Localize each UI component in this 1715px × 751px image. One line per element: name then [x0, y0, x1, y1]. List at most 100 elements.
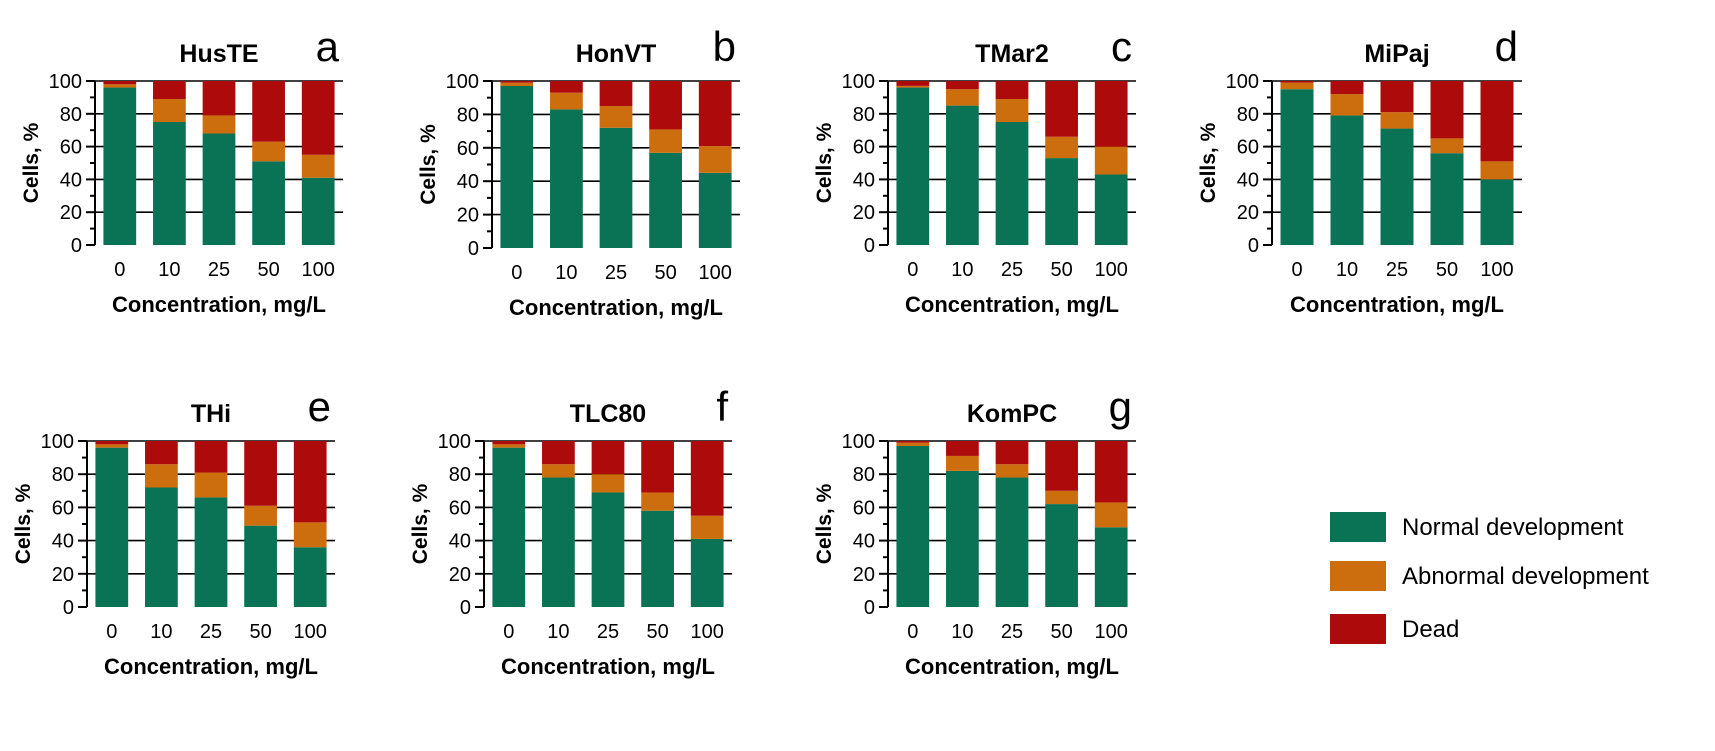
bar-segment-abnormal-25	[591, 474, 625, 493]
y-tick-label: 20	[1237, 202, 1259, 224]
bar-segment-dead-0	[103, 81, 137, 85]
y-tick-label: 40	[60, 169, 82, 191]
panel-letter: a	[316, 23, 340, 70]
bar-segment-dead-25	[599, 81, 633, 107]
bar-segment-abnormal-50	[649, 129, 682, 153]
bar-segment-dead-50	[649, 81, 682, 130]
x-tick-label: 100	[1095, 259, 1128, 281]
bar-segment-abnormal-10	[946, 455, 979, 471]
bar-segment-abnormal-10	[153, 99, 186, 122]
y-axis-title: Cells, %	[20, 122, 43, 203]
y-tick-label: 40	[52, 531, 74, 553]
bar-segment-normal-50	[649, 152, 682, 248]
bar-segment-dead-100	[301, 81, 335, 155]
y-tick-label: 0	[63, 597, 74, 619]
x-tick-label: 50	[646, 621, 668, 643]
y-tick-label: 40	[853, 169, 875, 191]
x-axis-title: Concentration, mg/L	[905, 654, 1119, 679]
bar-segment-abnormal-50	[1045, 136, 1078, 159]
bar-segment-normal-10	[946, 105, 979, 245]
bar-segment-normal-50	[1045, 158, 1078, 245]
bar-segment-abnormal-0	[492, 444, 526, 448]
x-axis-title: Concentration, mg/L	[1290, 292, 1504, 317]
y-tick-label: 100	[842, 431, 875, 453]
bar-segment-abnormal-10	[550, 92, 583, 110]
legend: Normal development Abnormal development …	[1330, 512, 1649, 644]
bar-segment-dead-25	[1380, 81, 1414, 113]
bar-segment-abnormal-100	[1094, 146, 1128, 175]
bar-segment-abnormal-25	[599, 106, 633, 128]
x-tick-label: 10	[951, 621, 973, 643]
x-tick-label: 50	[1436, 259, 1458, 281]
bar-segment-abnormal-10	[542, 464, 575, 478]
bar-segment-normal-50	[244, 525, 277, 607]
bar-segment-dead-50	[244, 441, 277, 506]
x-axis-title: Concentration, mg/L	[112, 292, 326, 317]
y-tick-label: 80	[853, 104, 875, 126]
bar-segment-dead-25	[202, 81, 236, 116]
bar-segment-abnormal-50	[244, 505, 277, 526]
bar-segment-normal-25	[1380, 128, 1414, 245]
bar-segment-abnormal-25	[995, 464, 1029, 478]
y-tick-label: 60	[60, 137, 82, 159]
bar-segment-abnormal-50	[641, 492, 674, 511]
y-tick-label: 60	[457, 138, 479, 160]
y-tick-label: 80	[52, 464, 74, 486]
bar-segment-normal-10	[1330, 115, 1364, 245]
x-tick-label: 0	[1291, 259, 1302, 281]
panel-a: 0 20 40 60 80 100 0 10 25 50 100 Concentration, mg/…	[20, 23, 343, 317]
y-axis-title: Cells, %	[813, 483, 836, 564]
bar-segment-normal-100	[1094, 527, 1128, 607]
y-tick-label: 20	[853, 202, 875, 224]
bar-segment-dead-100	[690, 441, 724, 516]
bar-segment-normal-0	[492, 447, 526, 607]
panel-title: KomPC	[967, 400, 1057, 428]
bar-segment-dead-0	[896, 441, 930, 443]
bar-segment-normal-100	[301, 177, 335, 245]
y-tick-label: 80	[853, 464, 875, 486]
y-tick-label: 0	[468, 238, 479, 260]
x-tick-label: 25	[1001, 621, 1023, 643]
bar-segment-abnormal-0	[896, 85, 930, 88]
x-tick-label: 100	[691, 621, 724, 643]
bar-segment-abnormal-100	[698, 146, 732, 173]
x-tick-label: 10	[951, 259, 973, 281]
bar-segment-abnormal-0	[103, 84, 137, 88]
x-tick-label: 0	[503, 621, 514, 643]
y-axis-title: Cells, %	[417, 124, 440, 205]
y-tick-label: 60	[853, 497, 875, 519]
y-tick-label: 80	[1237, 104, 1259, 126]
bar-segment-normal-25	[599, 127, 633, 248]
y-axis-title: Cells, %	[409, 483, 432, 564]
panel-letter: f	[716, 383, 728, 430]
y-tick-label: 100	[49, 71, 82, 93]
x-tick-label: 25	[1386, 259, 1408, 281]
bar-segment-abnormal-0	[896, 442, 930, 446]
bar-segment-dead-25	[995, 81, 1029, 100]
bar-segment-normal-0	[95, 447, 129, 607]
bar-segment-normal-100	[1480, 179, 1514, 245]
x-axis-title: Concentration, mg/L	[501, 654, 715, 679]
y-tick-label: 20	[449, 564, 471, 586]
bar-segment-abnormal-10	[145, 464, 178, 488]
bar-segment-abnormal-25	[1380, 112, 1414, 129]
bar-segment-normal-50	[1430, 153, 1464, 245]
y-tick-label: 0	[460, 597, 471, 619]
bar-segment-abnormal-50	[1430, 138, 1464, 154]
y-axis-title: Cells, %	[813, 122, 836, 203]
y-axis-title: Cells, %	[12, 483, 35, 564]
bar-segment-normal-10	[153, 122, 186, 245]
bar-segment-dead-0	[896, 81, 930, 86]
x-tick-label: 0	[114, 259, 125, 281]
x-tick-label: 0	[907, 259, 918, 281]
x-axis-title: Concentration, mg/L	[905, 292, 1119, 317]
y-tick-label: 0	[864, 597, 875, 619]
bar-segment-dead-0	[492, 441, 526, 445]
panel-title: HonVT	[576, 40, 657, 68]
bar-segment-dead-25	[591, 441, 625, 475]
panel-title: THi	[191, 400, 231, 428]
bar-segment-normal-25	[995, 122, 1029, 245]
bar-segment-dead-25	[194, 441, 228, 473]
y-tick-label: 40	[449, 531, 471, 553]
